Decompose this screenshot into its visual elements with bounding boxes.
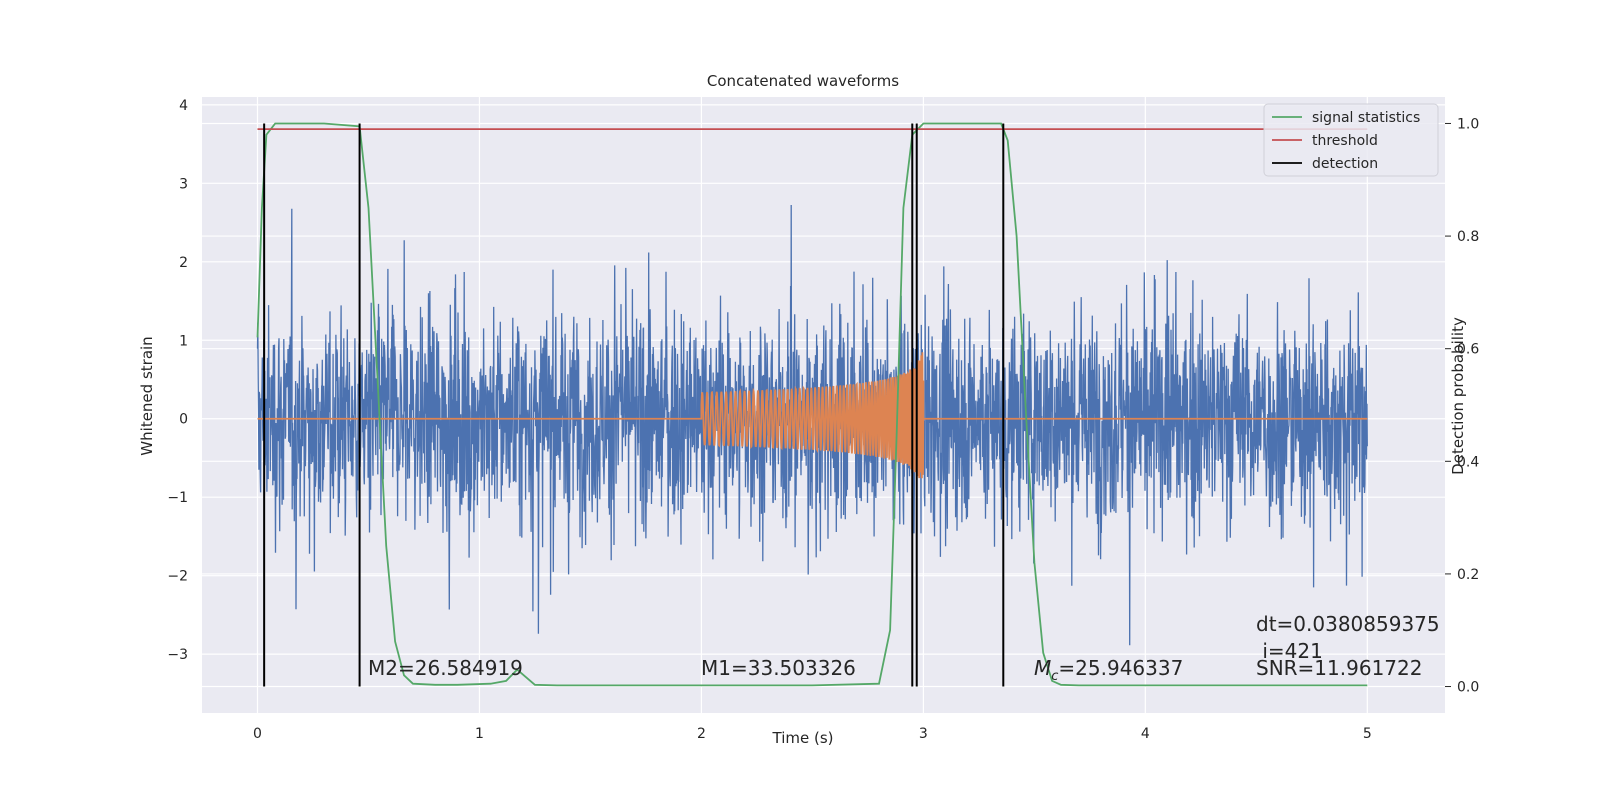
- chart-title: Concatenated waveforms: [707, 72, 899, 90]
- x-axis: 0 1 2 3 4 5: [253, 726, 1372, 742]
- y-tick-label: 3: [179, 176, 188, 192]
- y-right-tick-label: 1.0: [1457, 116, 1479, 132]
- y-axis-right-label: Detection probability: [1449, 317, 1467, 475]
- strain-noise-series: [256, 204, 1368, 646]
- y-right-tick-label: 0.4: [1457, 454, 1479, 470]
- annotation-m1: M1=33.503326: [701, 656, 856, 680]
- y-right-tick-label: 0.8: [1457, 229, 1479, 245]
- legend-label-threshold: threshold: [1312, 133, 1378, 149]
- x-tick-label: 5: [1363, 726, 1372, 742]
- annotation-snr: SNR=11.961722: [1256, 656, 1422, 680]
- y-tick-label: −3: [167, 647, 188, 663]
- y-right-tick-label: 0.6: [1457, 342, 1479, 358]
- y-tick-label: −1: [167, 490, 188, 506]
- legend-box: [1263, 103, 1439, 177]
- y-axis-label: Whitened strain: [138, 336, 156, 455]
- y-right-tick-label: 0.0: [1457, 680, 1479, 696]
- legend-label-signal-statistics: signal statistics: [1312, 110, 1420, 126]
- chirp-template-series: [257, 352, 1368, 479]
- annotation-index: i=421: [1256, 639, 1323, 663]
- annotation-mc: Mc=25.946337: [1034, 656, 1183, 684]
- annotation-dt: dt=0.0380859375: [1256, 612, 1440, 636]
- x-axis-label: Time (s): [772, 729, 834, 747]
- x-tick-label: 1: [475, 726, 484, 742]
- x-tick-label: 2: [697, 726, 706, 742]
- y-tick-label: −2: [167, 569, 188, 585]
- y-tick-label: 1: [179, 333, 188, 349]
- annotation-m2: M2=26.584919: [368, 656, 523, 680]
- signal-statistics-series: [256, 122, 1368, 687]
- x-tick-label: 0: [253, 726, 262, 742]
- x-tick-label: 4: [1141, 726, 1150, 742]
- x-tick-label: 3: [919, 726, 928, 742]
- annotations: M2=26.584919 M1=33.503326 Mc=25.946337 d…: [368, 612, 1440, 684]
- detection-series: [263, 123, 1005, 687]
- y-right-tick-label: 0.2: [1457, 567, 1479, 583]
- y-axis-right: 0.0 0.2 0.4 0.6 0.8 1.0: [1445, 116, 1479, 696]
- y-tick-label: 2: [179, 255, 188, 271]
- legend-label-detection: detection: [1312, 156, 1378, 172]
- y-axis-left: −3 −2 −1 0 1 2 3 4: [167, 98, 188, 663]
- y-tick-label: 4: [179, 98, 188, 114]
- y-tick-label: 0: [179, 412, 188, 428]
- legend: signal statistics threshold detection: [1263, 103, 1439, 177]
